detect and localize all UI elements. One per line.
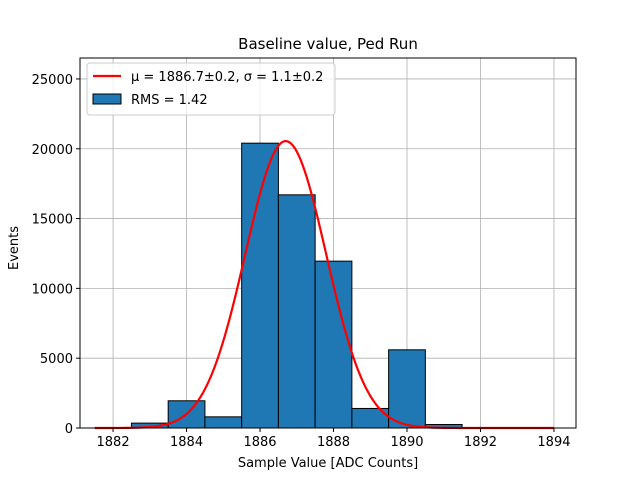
legend-histogram-swatch — [92, 93, 122, 105]
chart-title: Baseline value, Ped Run — [238, 35, 418, 53]
y-tick-label: 0 — [65, 422, 73, 437]
y-tick-label: 10000 — [32, 282, 73, 297]
y-tick-label: 15000 — [32, 213, 73, 228]
x-tick-label: 1894 — [537, 435, 570, 450]
y-tick-label: 5000 — [40, 352, 73, 367]
y-axis-ticks: 0 5000 10000 15000 20000 25000 — [32, 73, 80, 437]
x-tick-label: 1884 — [170, 435, 203, 450]
histogram-bar — [241, 142, 279, 429]
legend-histogram-label: RMS = 1.42 — [131, 93, 208, 108]
histogram-bar — [388, 349, 426, 429]
x-axis-label: Sample Value [ADC Counts] — [238, 456, 418, 471]
legend-fit-label: μ = 1886.7±0.2, σ = 1.1±0.2 — [131, 70, 323, 85]
x-tick-label: 1886 — [243, 435, 276, 450]
y-tick-label: 25000 — [32, 73, 73, 88]
axes-frame — [79, 57, 577, 429]
plot-frame — [79, 57, 577, 429]
x-tick-label: 1892 — [464, 435, 497, 450]
legend-box — [86, 62, 336, 116]
x-axis-ticks: 1882 1884 1886 1888 1890 1892 1894 — [97, 428, 571, 450]
x-tick-label: 1882 — [97, 435, 130, 450]
histogram-bar — [277, 194, 316, 429]
x-tick-label: 1890 — [390, 435, 423, 450]
histogram-bar — [204, 416, 243, 429]
y-tick-label: 20000 — [32, 143, 73, 158]
legend: μ = 1886.7±0.2, σ = 1.1±0.2 RMS = 1.42 — [86, 62, 336, 116]
x-tick-label: 1888 — [317, 435, 350, 450]
y-axis-label: Events — [7, 226, 22, 270]
